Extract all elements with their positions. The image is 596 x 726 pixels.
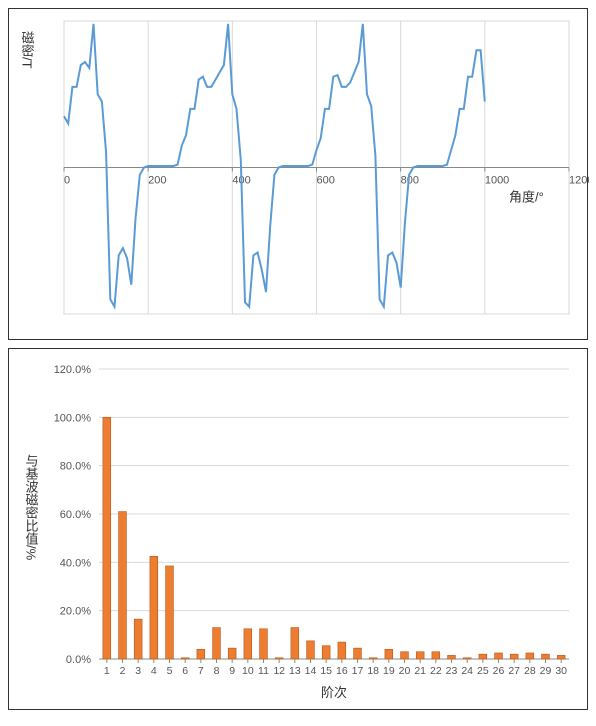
y-tick-label: 120.0% <box>54 364 92 376</box>
bar <box>134 619 142 659</box>
x-tick-label: 5 <box>167 665 173 677</box>
y-tick-label: 40.0% <box>60 557 91 569</box>
bar <box>432 652 440 659</box>
x-tick-label: 28 <box>524 665 536 677</box>
bar <box>244 629 252 659</box>
x-tick-label: 1 <box>104 665 110 677</box>
bar <box>275 658 283 659</box>
bar <box>479 654 487 659</box>
bar <box>369 658 377 659</box>
x-tick-label: 2 <box>120 665 126 677</box>
bar <box>401 652 409 659</box>
bar <box>463 658 471 659</box>
x-tick-label: 3 <box>135 665 141 677</box>
bar-chart-container: 0.0%20.0%40.0%60.0%80.0%100.0%120.0%1234… <box>9 349 587 709</box>
line-chart-svg: 020040060080010001200角度/°磁密/T <box>9 9 589 339</box>
x-tick-label: 24 <box>461 665 473 677</box>
x-tick-label: 7 <box>198 665 204 677</box>
x-tick-label: 13 <box>289 665 301 677</box>
bar <box>495 653 503 659</box>
x-tick-label: 4 <box>151 665 157 677</box>
bar <box>119 512 127 659</box>
x-tick-label: 15 <box>320 665 332 677</box>
bar <box>307 641 315 659</box>
x-tick-label: 12 <box>273 665 285 677</box>
x-tick-label: 6 <box>182 665 188 677</box>
x-axis-title: 角度/° <box>509 190 544 205</box>
x-tick-label: 17 <box>352 665 364 677</box>
x-tick-label: 18 <box>367 665 379 677</box>
x-tick-label: 23 <box>446 665 458 677</box>
x-tick-label: 600 <box>317 175 335 187</box>
y-tick-label: 20.0% <box>60 606 91 618</box>
x-tick-label: 1200 <box>569 175 589 187</box>
bar-chart-svg: 0.0%20.0%40.0%60.0%80.0%100.0%120.0%1234… <box>9 349 589 709</box>
x-tick-label: 25 <box>477 665 489 677</box>
x-tick-label: 20 <box>399 665 411 677</box>
y-tick-label: 100.0% <box>54 412 92 424</box>
bar <box>542 654 550 659</box>
bar <box>338 642 346 659</box>
x-tick-label: 11 <box>258 665 269 677</box>
x-tick-label: 8 <box>214 665 220 677</box>
x-tick-label: 29 <box>540 665 552 677</box>
bar <box>228 648 236 659</box>
bar <box>510 654 518 659</box>
bar-chart-panel: 0.0%20.0%40.0%60.0%80.0%100.0%120.0%1234… <box>8 348 588 710</box>
x-tick-label: 26 <box>493 665 505 677</box>
line-chart-panel: 020040060080010001200角度/°磁密/T <box>8 8 588 340</box>
bar <box>150 556 158 659</box>
y-axis-title: 磁密/T <box>20 31 35 69</box>
x-tick-label: 27 <box>508 665 520 677</box>
x-tick-label: 0 <box>64 175 70 187</box>
bar <box>181 658 189 659</box>
y-tick-label: 60.0% <box>60 509 91 521</box>
x-tick-label: 1000 <box>485 175 509 187</box>
bar <box>526 653 534 659</box>
bar <box>166 566 174 659</box>
x-tick-label: 14 <box>305 665 317 677</box>
bar <box>385 649 393 659</box>
x-tick-label: 200 <box>148 175 166 187</box>
x-tick-label: 9 <box>229 665 235 677</box>
bar <box>557 655 565 659</box>
y-tick-label: 0.0% <box>66 654 91 666</box>
x-tick-label: 22 <box>430 665 442 677</box>
bar <box>416 652 424 659</box>
x-tick-label: 10 <box>242 665 254 677</box>
bar <box>213 628 221 659</box>
bar <box>260 629 268 659</box>
x-tick-label: 16 <box>336 665 348 677</box>
bar <box>322 646 330 659</box>
x-axis-title: 阶次 <box>321 685 347 700</box>
x-tick-label: 19 <box>383 665 395 677</box>
bar <box>197 649 205 659</box>
x-tick-label: 30 <box>555 665 567 677</box>
y-tick-label: 80.0% <box>60 461 91 473</box>
x-tick-label: 21 <box>414 665 426 677</box>
y-axis-title: 与基波磁密比值/% <box>24 454 39 561</box>
line-chart-container: 020040060080010001200角度/°磁密/T <box>9 9 587 339</box>
bar <box>103 417 111 659</box>
bar <box>448 655 456 659</box>
bar <box>354 648 362 659</box>
bar <box>291 628 299 659</box>
